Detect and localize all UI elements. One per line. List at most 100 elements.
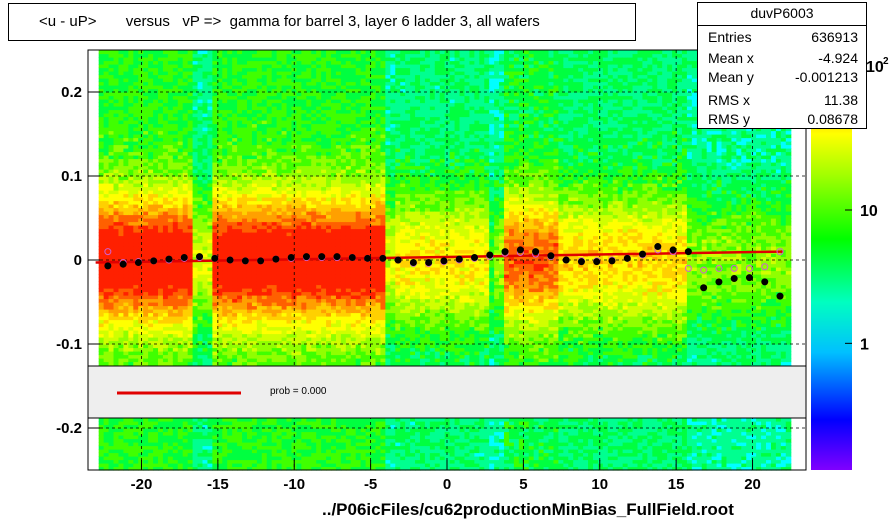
- heatmap-cell: [128, 270, 134, 275]
- heatmap-cell: [167, 466, 174, 471]
- heatmap-cell: [232, 445, 238, 450]
- heatmap-cell: [128, 295, 134, 300]
- heatmap-cell: [128, 214, 134, 219]
- heatmap-cell: [212, 165, 218, 170]
- heatmap-cell: [187, 354, 194, 359]
- heatmap-cell: [227, 232, 233, 237]
- heatmap-cell: [172, 67, 179, 72]
- heatmap-cell: [148, 85, 154, 90]
- heatmap-cell: [222, 165, 228, 170]
- heatmap-cell: [172, 190, 179, 195]
- heatmap-cell: [148, 428, 154, 433]
- heatmap-cell: [227, 141, 233, 146]
- heatmap-cell: [158, 344, 164, 349]
- heatmap-cell: [177, 246, 184, 251]
- heatmap-cell: [123, 351, 129, 356]
- heatmap-cell: [98, 221, 105, 226]
- heatmap-cell: [296, 214, 302, 219]
- heatmap-cell: [242, 330, 248, 335]
- heatmap-cell: [222, 74, 228, 79]
- heatmap-cell: [271, 452, 278, 457]
- heatmap-cell: [207, 235, 213, 240]
- heatmap-cell: [217, 445, 223, 450]
- heatmap-cell: [242, 361, 248, 366]
- heatmap-cell: [232, 165, 238, 170]
- heatmap-cell: [123, 64, 129, 69]
- heatmap-cell: [286, 134, 293, 139]
- heatmap-cell: [98, 116, 105, 121]
- heatmap-cell: [172, 466, 179, 471]
- heatmap-cell: [256, 302, 263, 307]
- heatmap-cell: [286, 309, 293, 314]
- heatmap-cell: [237, 151, 243, 156]
- heatmap-cell: [266, 99, 273, 104]
- heatmap-cell: [172, 137, 179, 142]
- heatmap-cell: [162, 95, 169, 100]
- heatmap-cell: [217, 239, 223, 244]
- heatmap-cell: [251, 361, 258, 366]
- heatmap-cell: [202, 431, 209, 436]
- heatmap-cell: [113, 162, 120, 167]
- heatmap-cell: [162, 113, 169, 118]
- heatmap-cell: [133, 319, 139, 324]
- heatmap-cell: [217, 190, 223, 195]
- heatmap-cell: [296, 183, 302, 188]
- heatmap-cell: [123, 466, 129, 471]
- heatmap-cell: [256, 144, 263, 149]
- heatmap-cell: [296, 284, 302, 289]
- heatmap-cell: [217, 428, 223, 433]
- heatmap-cell: [207, 421, 213, 426]
- heatmap-cell: [143, 186, 149, 191]
- heatmap-cell: [167, 106, 174, 111]
- heatmap-cell: [98, 113, 105, 118]
- heatmap-cell: [286, 67, 293, 72]
- heatmap-cell: [118, 92, 125, 97]
- heatmap-cell: [217, 95, 223, 100]
- heatmap-cell: [128, 113, 134, 118]
- heatmap-cell: [212, 452, 218, 457]
- heatmap-cell: [202, 78, 209, 83]
- heatmap-cell: [286, 337, 293, 342]
- heatmap-cell: [266, 428, 273, 433]
- heatmap-cell: [128, 71, 134, 76]
- heatmap-cell: [192, 344, 199, 349]
- heatmap-cell: [197, 466, 204, 471]
- heatmap-cell: [143, 256, 149, 261]
- heatmap-cell: [118, 109, 125, 114]
- heatmap-cell: [246, 428, 253, 433]
- heatmap-cell: [158, 218, 164, 223]
- heatmap-cell: [217, 309, 223, 314]
- heatmap-cell: [182, 305, 189, 310]
- heatmap-cell: [242, 134, 248, 139]
- heatmap-cell: [148, 277, 154, 282]
- heatmap-cell: [172, 239, 179, 244]
- heatmap-cell: [256, 228, 263, 233]
- heatmap-cell: [222, 246, 228, 251]
- heatmap-cell: [182, 442, 189, 447]
- heatmap-cell: [143, 172, 149, 177]
- heatmap-cell: [162, 232, 169, 237]
- heatmap-cell: [128, 340, 134, 345]
- heatmap-cell: [232, 281, 238, 286]
- heatmap-cell: [172, 148, 179, 153]
- heatmap-cell: [143, 204, 149, 209]
- heatmap-cell: [167, 137, 174, 142]
- heatmap-cell: [192, 309, 199, 314]
- heatmap-cell: [162, 169, 169, 174]
- heatmap-cell: [123, 239, 129, 244]
- heatmap-cell: [276, 361, 283, 366]
- heatmap-cell: [172, 326, 179, 331]
- heatmap-cell: [118, 78, 125, 83]
- heatmap-cell: [98, 120, 105, 125]
- heatmap-cell: [138, 186, 144, 191]
- heatmap-cell: [148, 106, 154, 111]
- heatmap-cell: [227, 85, 233, 90]
- heatmap-cell: [162, 242, 169, 247]
- heatmap-cell: [118, 207, 125, 212]
- heatmap-cell: [98, 319, 105, 324]
- heatmap-cell: [246, 169, 253, 174]
- heatmap-cell: [212, 326, 218, 331]
- heatmap-cell: [98, 316, 105, 321]
- heatmap-cell: [271, 151, 278, 156]
- heatmap-cell: [261, 323, 268, 328]
